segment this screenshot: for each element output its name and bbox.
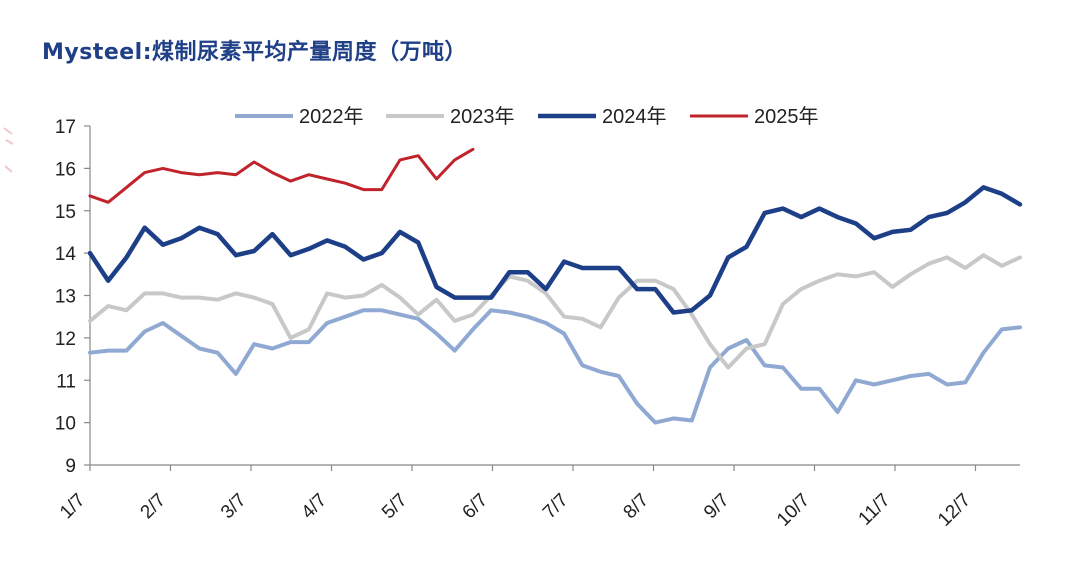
series-line-1 bbox=[88, 308, 1022, 425]
y-tick-label: 10 bbox=[55, 414, 76, 435]
y-tick-label: 17 bbox=[55, 117, 76, 138]
y-tick-label: 9 bbox=[65, 456, 76, 477]
y-tick-label: 16 bbox=[55, 159, 76, 180]
legend: 2022年 2023年 2024年 2025年 bbox=[235, 105, 819, 128]
series-lines bbox=[87, 147, 1023, 425]
legend-label-3: 2024年 bbox=[602, 105, 667, 128]
x-tick-label: 12/7 bbox=[934, 490, 975, 531]
x-tick-label: 11/7 bbox=[855, 490, 895, 530]
y-tick-label: 15 bbox=[55, 202, 76, 223]
x-tick-label: 3/7 bbox=[217, 490, 251, 524]
chart-title: Mysteel:煤制尿素平均产量周度（万吨） bbox=[42, 40, 468, 65]
y-tick-label: 14 bbox=[55, 244, 77, 265]
x-tick-label: 1/7 bbox=[56, 490, 90, 524]
x-tick-label: 4/7 bbox=[298, 490, 332, 524]
series-line-3 bbox=[87, 185, 1023, 315]
x-tick-label: 9/7 bbox=[700, 490, 734, 524]
series-line-2 bbox=[88, 253, 1022, 370]
y-tick-label: 12 bbox=[55, 329, 76, 350]
y-tick-label: 11 bbox=[56, 371, 76, 392]
x-tick-label: 6/7 bbox=[459, 490, 493, 524]
watermark-mark bbox=[3, 127, 14, 173]
y-tick-label: 13 bbox=[55, 287, 76, 308]
legend-label-2: 2023年 bbox=[450, 105, 515, 128]
x-tick-label: 7/7 bbox=[539, 490, 573, 524]
x-tick-label: 5/7 bbox=[378, 490, 412, 524]
x-tick-label: 10/7 bbox=[773, 490, 814, 531]
x-tick-label: 2/7 bbox=[137, 490, 171, 524]
series-line-4 bbox=[88, 147, 475, 204]
legend-label-4: 2025年 bbox=[754, 105, 819, 128]
y-axis-ticks: 9 10 11 12 13 14 15 16 17 bbox=[55, 117, 90, 477]
legend-label-1: 2022年 bbox=[299, 105, 364, 128]
x-axis-ticks: 1/7 2/7 3/7 4/7 5/7 6/7 7/7 8/7 9/7 10/7 11/7 12/7 bbox=[56, 465, 977, 531]
x-tick-label: 8/7 bbox=[620, 490, 654, 524]
